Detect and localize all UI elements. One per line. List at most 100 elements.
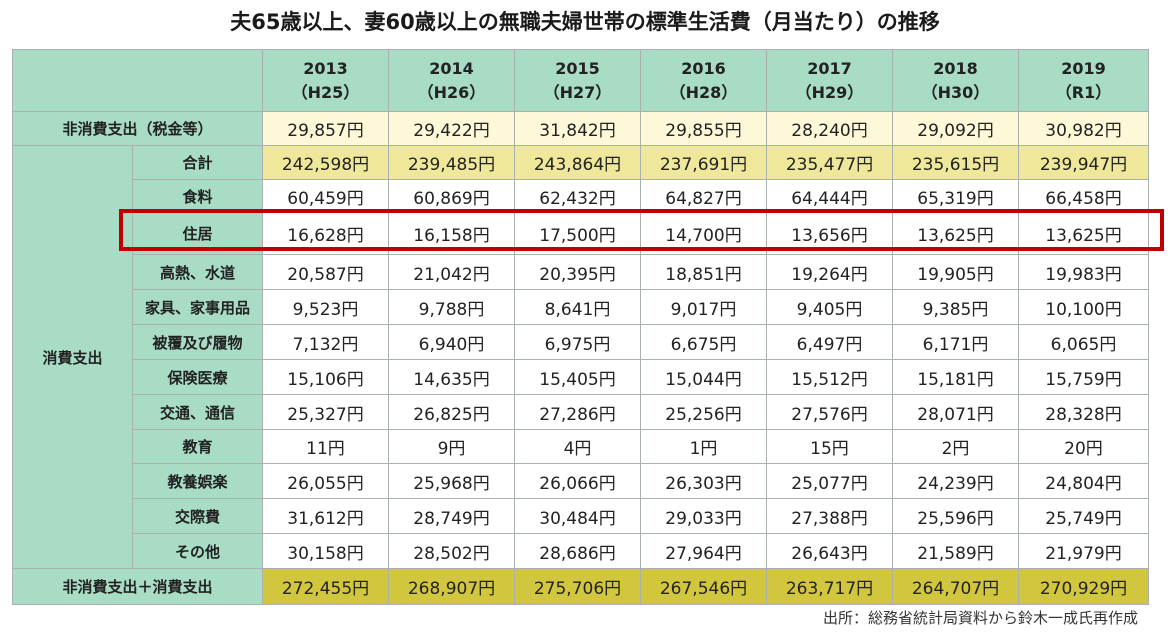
value-cell: 15円 — [766, 429, 893, 464]
value-cell: 21,042円 — [388, 254, 515, 290]
value-cell: 270,929円 — [1018, 568, 1149, 605]
value-cell: 31,612円 — [262, 498, 389, 534]
value-cell: 25,749円 — [1018, 498, 1149, 534]
value-cell: 2円 — [892, 429, 1019, 464]
row-label: 高熱、水道 — [132, 254, 263, 290]
value-cell: 18,851円 — [640, 254, 767, 290]
value-cell: 14,700円 — [640, 212, 767, 255]
consumption-total-row: 消費支出 合計 242,598円 239,485円 243,864円 237,6… — [12, 145, 1149, 569]
value-cell: 30,982円 — [1018, 111, 1149, 146]
table-row: 被覆及び履物 7,132円 6,940円 6,975円 6,675円 6,497… — [13, 324, 1149, 360]
value-cell: 21,589円 — [892, 533, 1019, 569]
value-cell: 29,855円 — [640, 111, 767, 146]
value-cell: 16,628円 — [262, 212, 389, 255]
value-cell: 6,975円 — [514, 324, 641, 360]
value-cell: 7,132円 — [262, 324, 389, 360]
row-label: 保険医療 — [132, 359, 263, 395]
value-cell: 13,625円 — [892, 212, 1019, 255]
value-cell: 27,576円 — [766, 394, 893, 430]
year-header-cell: 2013 （H25） — [262, 49, 389, 112]
value-cell: 1円 — [640, 429, 767, 464]
table-row: 教育 11円 9円 4円 1円 15円 2円 20円 — [13, 429, 1149, 464]
value-cell: 16,158円 — [388, 212, 515, 255]
value-cell: 29,422円 — [388, 111, 515, 146]
header-row: 2013 （H25） 2014 （H26） 2015 （H27） 2016 （H28） … — [12, 49, 1149, 112]
value-cell: 13,625円 — [1018, 212, 1149, 255]
row-label: 非消費支出（税金等） — [12, 111, 263, 146]
consumption-group-label: 消費支出 — [12, 145, 133, 569]
value-cell: 15,405円 — [514, 359, 641, 395]
grand-total-row: 非消費支出＋消費支出 272,455円 268,907円 275,706円 26… — [12, 568, 1149, 605]
value-cell: 28,749円 — [388, 498, 515, 534]
value-cell: 31,842円 — [514, 111, 641, 146]
value-cell: 10,100円 — [1018, 289, 1149, 325]
row-label: 教養娯楽 — [132, 463, 263, 499]
table-row: 交通、通信 25,327円 26,825円 27,286円 25,256円 27… — [13, 394, 1149, 430]
value-cell: 26,643円 — [766, 533, 893, 569]
value-cell: 263,717円 — [766, 568, 893, 605]
value-cell: 28,240円 — [766, 111, 893, 146]
value-cell: 15,044円 — [640, 359, 767, 395]
value-cell: 15,512円 — [766, 359, 893, 395]
table-title: 夫65歳以上、妻60歳以上の無職夫婦世帯の標準生活費（月当たり）の推移 — [230, 10, 940, 34]
row-label: 非消費支出＋消費支出 — [12, 568, 263, 605]
row-label: 合計 — [132, 145, 263, 180]
value-cell: 15,106円 — [262, 359, 389, 395]
row-label: 家具、家事用品 — [132, 289, 263, 325]
value-cell: 9,405円 — [766, 289, 893, 325]
value-cell: 11円 — [262, 429, 389, 464]
row-label: その他 — [132, 533, 263, 569]
value-cell: 9,788円 — [388, 289, 515, 325]
value-cell: 9,017円 — [640, 289, 767, 325]
value-cell: 239,947円 — [1018, 145, 1149, 180]
value-cell: 19,983円 — [1018, 254, 1149, 290]
value-cell: 25,596円 — [892, 498, 1019, 534]
value-cell: 24,239円 — [892, 463, 1019, 499]
value-cell: 235,477円 — [766, 145, 893, 180]
value-cell: 60,459円 — [262, 179, 389, 213]
value-cell: 19,264円 — [766, 254, 893, 290]
value-cell: 6,940円 — [388, 324, 515, 360]
row-label: 食料 — [132, 179, 263, 213]
value-cell: 29,033円 — [640, 498, 767, 534]
value-cell: 27,388円 — [766, 498, 893, 534]
table-row: 教養娯楽 26,055円 25,968円 26,066円 26,303円 25,… — [13, 463, 1149, 499]
table-row: 保険医療 15,106円 14,635円 15,405円 15,044円 15,… — [13, 359, 1149, 395]
value-cell: 28,071円 — [892, 394, 1019, 430]
value-cell: 26,066円 — [514, 463, 641, 499]
value-cell: 25,968円 — [388, 463, 515, 499]
value-cell: 4円 — [514, 429, 641, 464]
value-cell: 6,065円 — [1018, 324, 1149, 360]
table-row: その他 30,158円 28,502円 28,686円 27,964円 26,6… — [13, 533, 1149, 569]
value-cell: 60,869円 — [388, 179, 515, 213]
source-note: 出所：総務省統計局資料から鈴木一成氏再作成 — [822, 609, 1138, 627]
value-cell: 13,656円 — [766, 212, 893, 255]
year-header-cell: 2015 （H27） — [514, 49, 641, 112]
value-cell: 264,707円 — [892, 568, 1019, 605]
year-header-cell: 2016 （H28） — [640, 49, 767, 112]
value-cell: 268,907円 — [388, 568, 515, 605]
header-corner — [12, 49, 263, 112]
non-consumption-row: 非消費支出（税金等） 29,857円 29,422円 31,842円 29,85… — [12, 111, 1149, 146]
value-cell: 9,523円 — [262, 289, 389, 325]
value-cell: 267,546円 — [640, 568, 767, 605]
value-cell: 26,055円 — [262, 463, 389, 499]
value-cell: 15,181円 — [892, 359, 1019, 395]
value-cell: 20,395円 — [514, 254, 641, 290]
value-cell: 27,286円 — [514, 394, 641, 430]
value-cell: 30,484円 — [514, 498, 641, 534]
value-cell: 64,827円 — [640, 179, 767, 213]
year-header-cell: 2018 （H30） — [892, 49, 1019, 112]
value-cell: 239,485円 — [388, 145, 515, 180]
value-cell: 20円 — [1018, 429, 1149, 464]
value-cell: 237,691円 — [640, 145, 767, 180]
value-cell: 242,598円 — [262, 145, 389, 180]
value-cell: 27,964円 — [640, 533, 767, 569]
value-cell: 64,444円 — [766, 179, 893, 213]
value-cell: 24,804円 — [1018, 463, 1149, 499]
value-cell: 275,706円 — [514, 568, 641, 605]
value-cell: 14,635円 — [388, 359, 515, 395]
value-cell: 6,171円 — [892, 324, 1019, 360]
year-header-cell: 2019 （R1） — [1018, 49, 1149, 112]
row-label: 教育 — [132, 429, 263, 464]
